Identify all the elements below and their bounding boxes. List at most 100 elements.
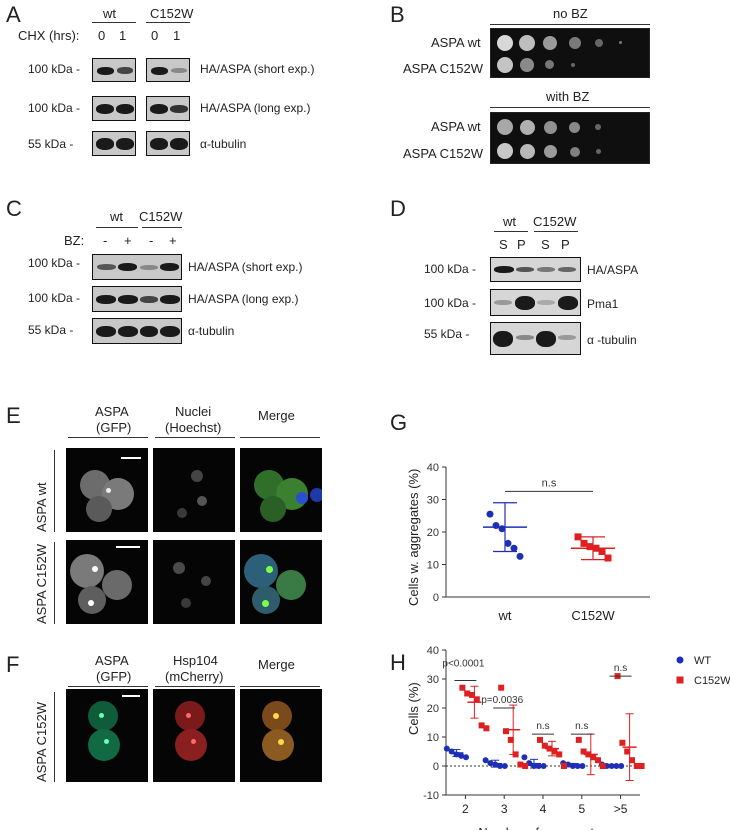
data-point [541, 742, 548, 749]
blot-c2 [92, 286, 182, 312]
data-point [540, 763, 547, 769]
band-label: Pma1 [587, 297, 619, 311]
band-label: α -tubulin [587, 333, 637, 347]
y-tick-label: 10 [427, 732, 439, 744]
c152w-header: C152W [139, 209, 183, 224]
row-label: ASPA C152W [34, 544, 49, 624]
significance-label: p<0.0001 [442, 658, 484, 669]
wt-header: wt [110, 209, 123, 224]
y-tick-label: 0 [433, 761, 439, 773]
x-tick-label: 2 [462, 802, 469, 816]
micrograph-merge-c152w [240, 540, 322, 624]
micrograph-hoechst-wt [153, 448, 235, 532]
blot-a2-mut [146, 96, 190, 121]
row-divider [54, 542, 55, 624]
blot-a1-mut [146, 58, 190, 82]
chart-h-ylabel: Cells (%) [406, 682, 421, 735]
column-underline [155, 686, 235, 687]
column-header: (GFP) [96, 669, 132, 684]
y-tick-label: 0 [433, 592, 439, 604]
band-label: HA/ASPA (long exp.) [188, 292, 299, 306]
x-tick-label: 3 [501, 802, 508, 816]
blot-c3 [92, 318, 182, 344]
legend-marker-c152w [676, 676, 684, 684]
y-tick-label: 10 [427, 560, 439, 572]
data-point [522, 763, 529, 769]
y-tick-label: 30 [427, 495, 439, 507]
legend-label-wt: WT [694, 655, 711, 667]
bz-minus: - [103, 233, 108, 248]
column-header: Merge [258, 657, 295, 672]
data-point [604, 554, 612, 562]
panel-label-c: C [6, 196, 22, 221]
spot-plate-no-bz [490, 28, 650, 78]
data-point [561, 763, 567, 769]
data-point [469, 691, 475, 698]
wt-header: wt [503, 214, 516, 229]
c152w-underline [142, 227, 182, 228]
blot-a1-wt [92, 58, 136, 82]
column-header: ASPA [95, 653, 129, 668]
data-point [478, 722, 485, 729]
kda-label: 55 kDa - [424, 327, 470, 341]
data-point [580, 539, 588, 547]
kda-label: 55 kDa - [28, 137, 74, 151]
blot-a3-wt [92, 131, 136, 156]
micrograph-gfp-hsp104-f [66, 689, 148, 782]
bz-minus: - [149, 233, 154, 248]
x-tick-label: 4 [540, 802, 547, 816]
kda-label: 100 kDa - [28, 62, 81, 76]
row-divider [54, 450, 55, 532]
data-point [521, 754, 528, 761]
row-divider [54, 692, 55, 782]
kda-label: 100 kDa - [424, 262, 477, 276]
fraction-p: P [561, 237, 570, 252]
micrograph-hoechst-c152w [153, 540, 235, 624]
row-label: ASPA wt [34, 482, 49, 532]
significance-label: n.s [575, 721, 588, 732]
band-label: HA/ASPA (short exp.) [188, 260, 303, 274]
data-point [619, 739, 626, 746]
data-point [464, 690, 471, 697]
significance-label: n.s [614, 663, 627, 674]
blot-d2 [490, 289, 581, 316]
no-bz-title: no BZ [553, 6, 588, 21]
micrograph-gfp-wt [66, 448, 148, 532]
band-label: α-tubulin [200, 137, 247, 151]
data-point [473, 696, 480, 703]
data-point [482, 757, 489, 764]
data-point [459, 684, 466, 691]
data-point [463, 754, 469, 761]
column-header: Hsp104 [173, 653, 218, 668]
data-point [638, 763, 645, 769]
wt-underline [494, 231, 528, 232]
data-point [618, 763, 625, 769]
y-tick-label: 40 [427, 462, 439, 474]
row-label: ASPA C152W [34, 702, 49, 782]
fraction-s: S [541, 237, 550, 252]
band-label: HA/ASPA [587, 263, 639, 277]
data-point [517, 761, 524, 768]
micrograph-merge-f [240, 689, 322, 782]
data-point [492, 522, 500, 529]
column-header: (GFP) [96, 420, 132, 435]
column-header: ASPA [95, 404, 129, 419]
fraction-p: P [517, 237, 526, 252]
column-underline [155, 437, 235, 438]
kda-label: 100 kDa - [424, 296, 477, 310]
column-header: Merge [258, 408, 295, 423]
chx-0-mut: 0 [151, 28, 159, 43]
plate-row-label: ASPA C152W [403, 61, 483, 76]
legend-label-c152w: C152W [694, 675, 730, 687]
data-point [510, 544, 518, 552]
aggregate-count-chart: -10 0 10 20 30 40 2 3 4 5 >5 Number of aggregates p<… [423, 645, 730, 830]
bz-plus: + [124, 233, 132, 248]
data-point [580, 748, 587, 755]
significance-label: n.s [542, 477, 557, 489]
data-point [624, 748, 631, 755]
data-point [516, 552, 524, 560]
band-label: HA/ASPA (short exp.) [200, 62, 315, 76]
c152w-underline [534, 231, 578, 232]
x-axis-label: Number of aggregates [478, 825, 608, 830]
y-tick-label: -10 [423, 790, 439, 802]
